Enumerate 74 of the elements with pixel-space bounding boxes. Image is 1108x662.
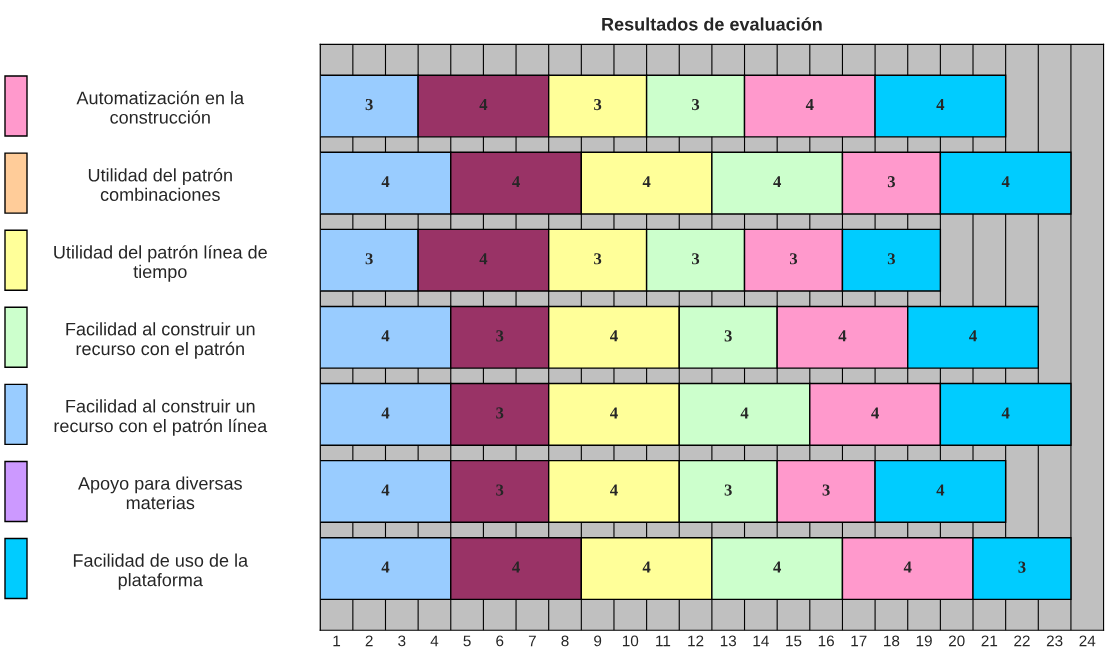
x-tick-label: 16	[818, 635, 834, 647]
chart-title: Resultados de evaluación	[602, 17, 822, 31]
y-tick-label: Facilidad al construir un recurso con el patrón línea	[54, 399, 268, 436]
x-tick-label: 24	[1079, 635, 1096, 647]
data-label: 4	[936, 99, 945, 111]
data-label: 3	[887, 176, 896, 188]
data-label: 4	[512, 176, 520, 188]
x-tick-label: 21	[981, 635, 998, 647]
x-tick-label: 20	[948, 635, 965, 647]
data-label: 4	[610, 330, 618, 342]
data-label: 3	[594, 253, 602, 265]
x-tick-label: 22	[1014, 635, 1030, 647]
data-label: 4	[773, 561, 782, 573]
data-label: 3	[496, 330, 504, 342]
x-tick-label: 18	[884, 635, 900, 647]
data-label: 3	[365, 99, 373, 111]
data-label: 4	[838, 330, 847, 342]
data-label: 4	[1001, 407, 1010, 419]
data-label: 4	[479, 99, 488, 111]
y-tick-label: Utilidad del patrón línea de tiempo	[54, 245, 267, 282]
y-tick-label: Automatización en la construcción	[76, 90, 245, 124]
x-tick-label: 8	[561, 635, 569, 647]
data-label: 4	[610, 407, 618, 419]
data-label: 4	[936, 484, 945, 496]
data-label: 4	[381, 561, 390, 573]
x-tick-label: 4	[430, 635, 439, 647]
data-label: 3	[594, 99, 602, 111]
data-label: 4	[773, 176, 782, 188]
x-tick-label: 23	[1046, 635, 1063, 647]
data-label: 3	[692, 253, 700, 265]
x-tick-label: 19	[916, 635, 932, 647]
x-tick-label: 7	[528, 635, 536, 647]
x-tick-label: 12	[688, 635, 704, 647]
data-label: 4	[610, 484, 618, 496]
data-label: 3	[365, 253, 373, 265]
x-tick-label: 11	[656, 635, 671, 647]
x-tick-label: 9	[594, 635, 602, 647]
data-label: 3	[822, 484, 830, 496]
x-tick-label: 13	[720, 635, 737, 647]
data-label: 4	[740, 407, 749, 419]
x-tick-label: 14	[753, 635, 769, 647]
data-label: 3	[789, 253, 798, 265]
x-tick-label: 1	[333, 635, 341, 647]
data-label: 3	[496, 407, 504, 419]
data-label: 3	[724, 330, 732, 342]
y-tick-label: Apoyo para diversas materias	[78, 476, 242, 510]
y-tick-label: Facilidad al construir un recurso con el patrón	[66, 322, 255, 359]
y-tick-label: Utilidad del patrón combinaciones	[88, 168, 232, 201]
data-label: 4	[381, 176, 390, 188]
x-tick-label: 17	[851, 635, 867, 647]
data-label: 4	[805, 99, 814, 111]
x-tick-label: 6	[496, 635, 504, 647]
x-tick-label: 5	[463, 635, 471, 647]
x-tick-label: 15	[786, 635, 802, 647]
data-label: 3	[724, 484, 732, 496]
data-label: 4	[1001, 176, 1010, 188]
data-label: 4	[903, 561, 912, 573]
x-tick-label: 10	[622, 635, 639, 647]
data-label: 3	[887, 253, 896, 265]
data-label: 3	[496, 484, 504, 496]
data-label: 4	[381, 330, 390, 342]
data-label: 4	[871, 407, 879, 419]
y-tick-label: Facilidad de uso de la plataforma	[73, 553, 249, 590]
data-label: 4	[969, 330, 977, 342]
x-tick-label: 2	[365, 635, 373, 647]
data-label: 4	[381, 484, 390, 496]
x-tick-label: 3	[398, 635, 406, 647]
data-label: 4	[479, 253, 488, 265]
data-label: 3	[1018, 561, 1026, 573]
data-label: 4	[642, 561, 651, 573]
data-label: 4	[642, 176, 651, 188]
data-label: 4	[512, 561, 520, 573]
data-label: 3	[692, 99, 700, 111]
data-label: 4	[381, 407, 390, 419]
